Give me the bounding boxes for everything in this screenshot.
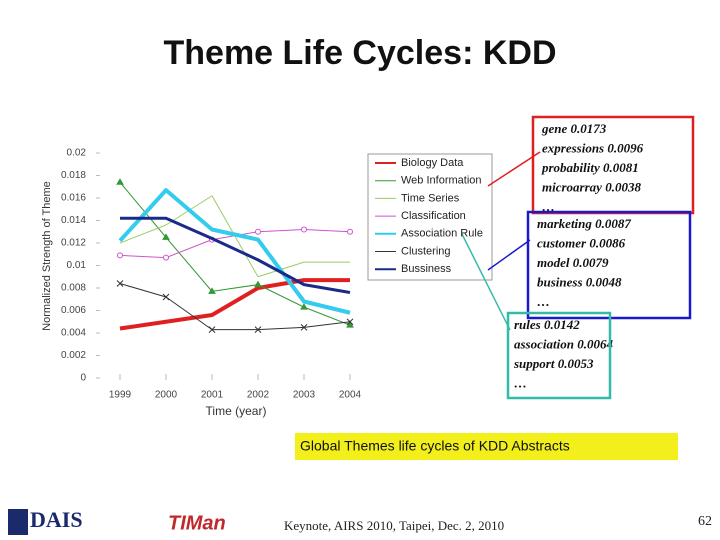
annotation-line: marketing 0.0087 (537, 216, 631, 231)
y-tick-label: 0.008 (61, 283, 86, 294)
series-line (119, 283, 351, 331)
x-tick-label: 2002 (247, 390, 270, 401)
annotation-line: support 0.0053 (513, 356, 594, 371)
series-line (120, 216, 351, 294)
slide-title: Theme Life Cycles: KDD (164, 34, 557, 72)
y-tick-label: 0.004 (61, 328, 86, 339)
marker (300, 324, 308, 331)
y-tick-label: 0.012 (61, 238, 86, 249)
marker (254, 326, 262, 333)
legend-label: Time Series (401, 192, 460, 204)
marker (208, 326, 216, 333)
marker (208, 287, 216, 294)
y-tick-label: 0.01 (67, 260, 87, 271)
marker (300, 303, 308, 310)
marker (347, 228, 353, 235)
annotation-line: gene 0.0173 (541, 121, 607, 136)
legend-label: Web Information (401, 175, 482, 187)
legend-box (367, 153, 493, 281)
marker (117, 252, 123, 259)
annotation-box (506, 311, 612, 400)
x-tick-label: 1999 (109, 390, 132, 401)
annotation-line: business 0.0048 (537, 274, 622, 289)
y-tick-label: 0.02 (67, 148, 87, 159)
annotation-line: rules 0.0142 (514, 317, 580, 332)
legend-label: Association Rule (401, 228, 483, 240)
marker (254, 280, 262, 288)
legend-label: Biology Data (401, 157, 464, 169)
x-tick-label: 2001 (201, 390, 224, 401)
y-tick-label: 0.014 (61, 215, 86, 226)
series-line (119, 278, 350, 331)
connectors (461, 151, 541, 331)
logo-icon (8, 509, 28, 535)
marker (162, 233, 170, 240)
marker (301, 226, 307, 233)
footer-text: Keynote, AIRS 2010, Taipei, Dec. 2, 2010 (284, 518, 504, 533)
series-line (118, 188, 351, 315)
logo-dais: DAIS (30, 507, 83, 532)
annotation-line: … (514, 375, 527, 390)
connector (461, 233, 511, 331)
x-axis-label: Time (year) (206, 404, 267, 418)
y-axis-label: Normalized Strength of Theme (41, 181, 53, 331)
annotation-line: model 0.0079 (537, 255, 609, 270)
annotation-line: microarray 0.0038 (542, 179, 641, 194)
y-tick-label: 0.002 (61, 350, 86, 361)
annotation-line: expressions 0.0096 (542, 140, 644, 155)
annotation-line: probability 0.0081 (541, 160, 639, 175)
marker (163, 254, 169, 261)
legend-label: Bussiness (401, 263, 452, 275)
y-tick-label: 0.018 (61, 170, 86, 181)
marker (346, 321, 354, 328)
connector (487, 239, 531, 271)
legend-label: Classification (401, 210, 466, 222)
legend-label: Clustering (401, 245, 451, 257)
banner: Global Themes life cycles of KDD Abstrac… (300, 438, 570, 454)
y-tick-label: 0 (80, 373, 86, 384)
annotation-line: association 0.0064 (514, 336, 613, 351)
marker (116, 178, 124, 185)
x-tick-label: 2003 (293, 390, 316, 401)
banner-bg (295, 433, 678, 460)
y-tick-label: 0.016 (61, 193, 86, 204)
y-tick-label: 0.006 (61, 305, 86, 316)
marker (116, 280, 124, 287)
x-tick-label: 2000 (155, 390, 178, 401)
marker (346, 318, 354, 326)
x-tick-label: 2004 (339, 390, 362, 401)
logo-timan: TIMan (168, 512, 226, 534)
connector (487, 151, 541, 187)
annotation-line: … (537, 294, 550, 309)
marker (255, 228, 261, 235)
annotation-line: … (542, 199, 555, 214)
annotation-line: customer 0.0086 (537, 235, 626, 250)
marker (162, 293, 170, 301)
page-number: 62 (698, 514, 712, 529)
